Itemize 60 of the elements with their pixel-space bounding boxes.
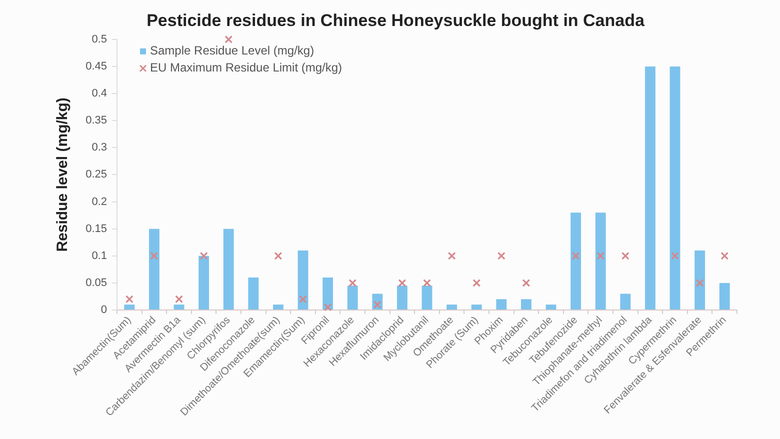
point bbox=[671, 252, 679, 260]
point bbox=[200, 252, 208, 260]
y-tick-label: 0.45 bbox=[86, 60, 107, 72]
point bbox=[696, 278, 704, 287]
bar bbox=[396, 286, 408, 310]
point bbox=[497, 252, 506, 260]
y-tick-label: 0.2 bbox=[92, 196, 107, 208]
bar bbox=[595, 212, 606, 310]
bar bbox=[670, 66, 680, 310]
bar bbox=[520, 299, 532, 310]
bar bbox=[471, 304, 482, 310]
bar bbox=[570, 212, 582, 310]
point bbox=[522, 278, 530, 287]
bar bbox=[198, 256, 210, 310]
bar bbox=[446, 304, 458, 310]
y-tick-label: 0 bbox=[100, 304, 107, 316]
point bbox=[448, 252, 456, 260]
y-tick-label: 0.35 bbox=[86, 114, 107, 127]
point bbox=[125, 295, 134, 304]
y-tick-label: 0.25 bbox=[86, 168, 107, 181]
bar bbox=[422, 286, 432, 310]
bar bbox=[248, 278, 259, 310]
bar bbox=[347, 286, 358, 310]
bar bbox=[223, 228, 234, 310]
point bbox=[150, 252, 158, 260]
bar bbox=[174, 304, 184, 310]
chart-title: Pesticide residues in Chinese Honeysuckle bought in Canada bbox=[146, 10, 645, 30]
point bbox=[348, 278, 357, 287]
point bbox=[423, 278, 431, 287]
point bbox=[224, 35, 233, 44]
bar bbox=[272, 304, 284, 310]
point bbox=[274, 252, 282, 260]
point bbox=[324, 303, 332, 312]
legend-label: Sample Residue Level (mg/kg) bbox=[150, 44, 314, 58]
point bbox=[720, 252, 729, 260]
bar bbox=[496, 299, 507, 310]
bar bbox=[620, 294, 631, 310]
point bbox=[398, 278, 406, 287]
bar bbox=[546, 304, 556, 310]
point bbox=[175, 295, 183, 304]
y-tick-label: 0.05 bbox=[86, 276, 107, 289]
point bbox=[596, 252, 605, 260]
point bbox=[572, 252, 580, 260]
bar bbox=[148, 228, 160, 310]
bar bbox=[298, 250, 308, 310]
bar bbox=[694, 250, 706, 310]
point bbox=[621, 252, 630, 260]
y-tick-label: 0.5 bbox=[92, 33, 107, 46]
y-tick-label: 0.4 bbox=[92, 88, 107, 100]
y-axis-title: Residue level (mg/kg) bbox=[54, 98, 72, 252]
y-tick-label: 0.15 bbox=[86, 222, 107, 235]
y-tick-label: 0.3 bbox=[92, 142, 107, 154]
bar bbox=[322, 278, 334, 310]
legend-label: EU Maximum Residue Limit (mg/kg) bbox=[150, 60, 342, 75]
point bbox=[472, 278, 481, 287]
point bbox=[299, 295, 307, 304]
bar bbox=[124, 304, 135, 310]
bar bbox=[719, 282, 730, 310]
y-tick-label: 0.1 bbox=[92, 250, 107, 262]
bar bbox=[644, 66, 656, 310]
